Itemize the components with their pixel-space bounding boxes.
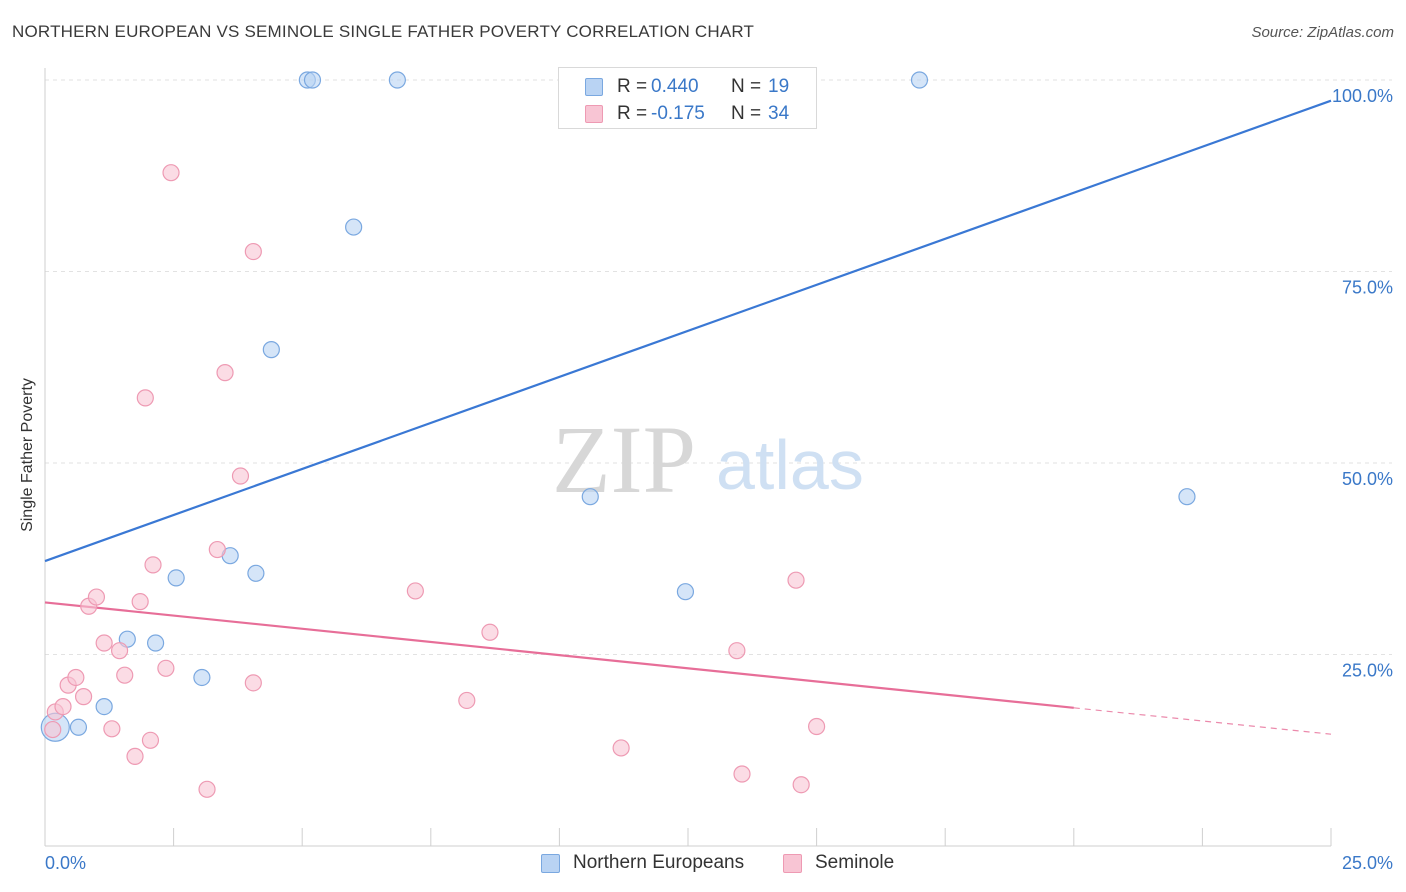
point-seminole-10[interactable] (110, 642, 129, 660)
legend-swatch-blue (541, 854, 560, 873)
stats-swatch-blue (585, 78, 603, 96)
point-seminole-23[interactable] (244, 242, 262, 261)
point-seminole-22[interactable] (231, 467, 250, 485)
point-northern-europeans-11[interactable] (303, 71, 322, 89)
point-seminole-5[interactable] (74, 688, 93, 706)
n-value: 19 (768, 76, 790, 97)
legend-swatch-pink (783, 854, 802, 873)
point-seminole-9[interactable] (103, 720, 121, 738)
point-northern-europeans-1[interactable] (69, 718, 88, 736)
point-seminole-8[interactable] (95, 634, 113, 652)
point-northern-europeans-5[interactable] (167, 569, 185, 587)
point-seminole-31[interactable] (787, 571, 805, 589)
point-seminole-24[interactable] (244, 674, 262, 692)
point-seminole-29[interactable] (728, 642, 746, 660)
n-label: N = (731, 76, 762, 97)
point-seminole-27[interactable] (481, 623, 499, 641)
point-seminole-14[interactable] (144, 556, 162, 574)
axes (44, 68, 1332, 847)
legend-label: Seminole (815, 852, 895, 873)
trend-line-1 (44, 601, 1074, 709)
point-northern-europeans-14[interactable] (581, 488, 599, 506)
point-seminole-13[interactable] (126, 747, 144, 765)
n-label: N = (731, 103, 762, 124)
point-seminole-18[interactable] (162, 164, 180, 182)
point-seminole-17[interactable] (136, 389, 154, 407)
point-seminole-12[interactable] (131, 593, 149, 611)
point-seminole-2[interactable] (54, 697, 72, 716)
point-seminole-4[interactable] (67, 668, 85, 687)
y-tick-label-0: 25.0% (1342, 661, 1393, 681)
r-label: R = (617, 76, 648, 97)
point-northern-europeans-15[interactable] (676, 583, 695, 601)
point-northern-europeans-12[interactable] (345, 218, 363, 236)
point-seminole-11[interactable] (116, 666, 134, 684)
x-tick-label-0: 0.0% (45, 853, 86, 873)
x-tick-label-1: 25.0% (1342, 853, 1393, 873)
stats-row-seminole: R = -0.175 N = 34 (559, 101, 816, 127)
r-label: R = (617, 103, 648, 124)
point-seminole-30[interactable] (733, 765, 751, 783)
trend-line-0 (44, 99, 1332, 563)
point-seminole-21[interactable] (216, 364, 234, 382)
point-seminole-28[interactable] (612, 739, 630, 757)
stats-row-northern-europeans: R = 0.440 N = 19 (559, 74, 816, 100)
trend-lines (44, 99, 1332, 735)
y-tick-label-3: 100.0% (1332, 86, 1393, 106)
point-seminole-0[interactable] (44, 720, 62, 739)
point-northern-europeans-6[interactable] (193, 668, 211, 687)
point-northern-europeans-4[interactable] (146, 634, 165, 652)
watermark-atlas: atlas (716, 426, 864, 504)
point-seminole-25[interactable] (406, 582, 424, 600)
point-northern-europeans-2[interactable] (95, 697, 113, 716)
data-points (40, 71, 1196, 798)
point-seminole-15[interactable] (141, 731, 160, 749)
chart-title: NORTHERN EUROPEAN VS SEMINOLE SINGLE FAT… (12, 22, 755, 41)
point-northern-europeans-18[interactable] (1178, 488, 1196, 506)
point-seminole-7[interactable] (87, 588, 106, 606)
point-northern-europeans-9[interactable] (262, 341, 280, 359)
point-seminole-19[interactable] (198, 780, 216, 798)
point-seminole-20[interactable] (208, 540, 226, 559)
chart-legend: Northern Europeans Seminole (0, 852, 1406, 878)
y-tick-label-1: 50.0% (1342, 469, 1393, 489)
r-value: 0.440 (651, 76, 699, 97)
gridlines (45, 79, 1392, 655)
n-value: 34 (768, 103, 790, 124)
point-seminole-33[interactable] (807, 717, 826, 736)
watermark: ZIP atlas (552, 406, 864, 513)
point-seminole-16[interactable] (157, 659, 175, 677)
source-credit: Source: ZipAtlas.com (1251, 24, 1394, 41)
point-northern-europeans-8[interactable] (247, 564, 265, 582)
legend-label: Northern Europeans (573, 852, 745, 873)
stats-swatch-pink (585, 105, 603, 123)
trend-line-extension-1 (1073, 707, 1332, 735)
y-tick-label-2: 75.0% (1342, 278, 1393, 298)
point-seminole-26[interactable] (458, 691, 476, 710)
watermark-zip: ZIP (552, 406, 696, 513)
point-seminole-32[interactable] (792, 776, 810, 794)
r-value: -0.175 (651, 103, 705, 124)
point-northern-europeans-17[interactable] (910, 71, 929, 89)
correlation-stats-box: R = 0.440 N = 19 R = -0.175 N = 34 (558, 67, 817, 129)
tick-labels: 25.0% 50.0% 75.0% 100.0% 0.0% 25.0% (45, 86, 1393, 873)
point-northern-europeans-13[interactable] (388, 71, 406, 89)
